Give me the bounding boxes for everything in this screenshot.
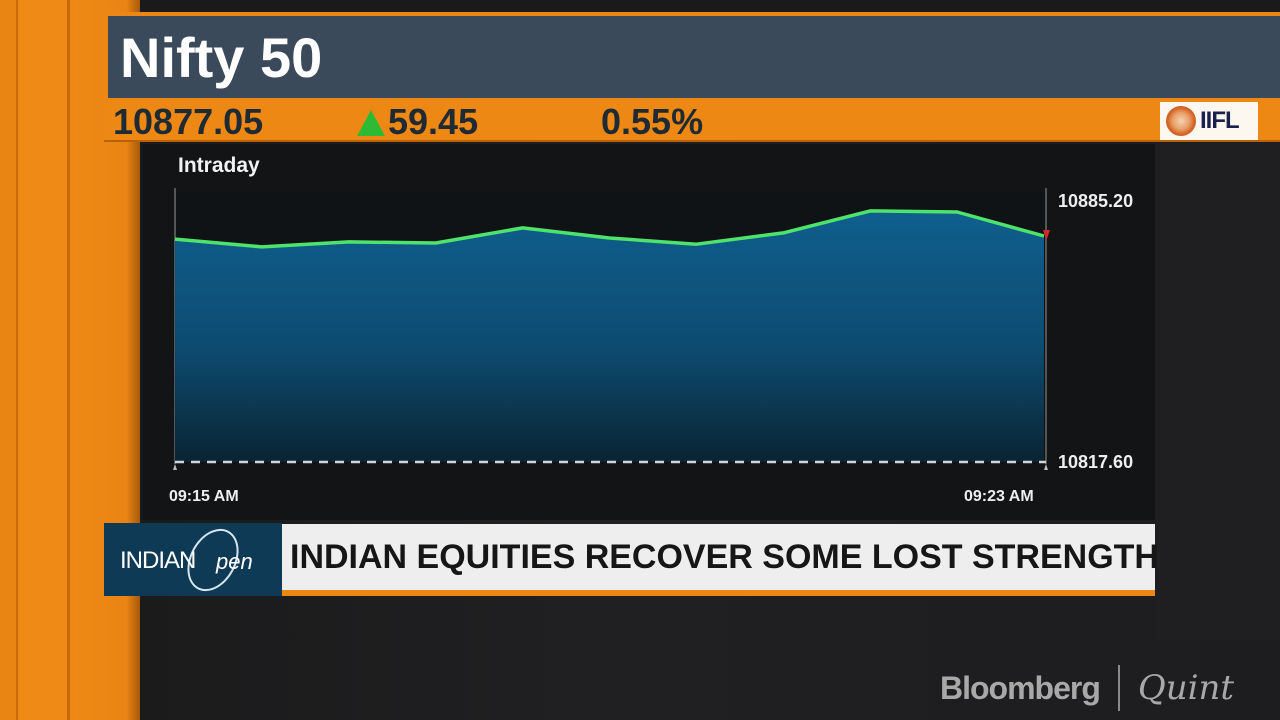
net-change: 59.45 <box>357 101 478 143</box>
headline-bar: INDIAN EQUITIES RECOVER SOME LOST STRENG… <box>282 524 1159 596</box>
sponsor-name: IIFL <box>1200 107 1240 134</box>
show-logo-main: INDIAN <box>120 547 196 574</box>
last-value-marker-icon <box>1043 230 1050 241</box>
intraday-chart: Intraday 10885.20 10817.60 09:15 AM 09:2… <box>142 144 1155 520</box>
stripe <box>20 0 70 720</box>
watermark-divider <box>1117 665 1120 711</box>
watermark-brand-script: Quint <box>1137 668 1235 708</box>
index-title-bar: Nifty 50 <box>104 12 1280 100</box>
y-max-label: 10885.20 <box>1058 191 1134 211</box>
up-arrow-icon <box>357 110 385 136</box>
x-end-tick-icon <box>1044 464 1048 470</box>
channel-watermark: Bloomberg Quint <box>940 665 1234 711</box>
index-name: Nifty 50 <box>120 25 323 89</box>
headline-text: INDIAN EQUITIES RECOVER SOME LOST STRENG… <box>290 537 1159 576</box>
sponsor-logo: IIFL <box>1160 102 1258 140</box>
iifl-emblem-icon <box>1166 106 1196 136</box>
quote-bar: 10877.05 59.45 0.55% IIFL <box>104 100 1280 142</box>
x-start-label: 09:15 AM <box>169 488 239 505</box>
chart-label: Intraday <box>178 154 260 177</box>
net-change-value: 59.45 <box>388 101 479 142</box>
chart-plot <box>173 188 1050 470</box>
show-logo: INDIAN pen <box>104 520 282 600</box>
top-band <box>140 0 1280 12</box>
last-price: 10877.05 <box>113 101 264 142</box>
percent-change: 0.55% <box>601 101 704 142</box>
price-line <box>174 209 1045 249</box>
show-logo-script: pen <box>216 549 253 574</box>
right-panel <box>1155 140 1280 640</box>
title-container: Nifty 50 <box>108 16 1280 98</box>
price-area <box>175 210 1044 462</box>
y-min-label: 10817.60 <box>1058 452 1134 472</box>
x-end-label: 09:23 AM <box>964 488 1034 505</box>
stripe <box>0 0 18 720</box>
watermark-brand: Bloomberg <box>940 669 1101 706</box>
x-start-tick-icon <box>173 464 177 470</box>
